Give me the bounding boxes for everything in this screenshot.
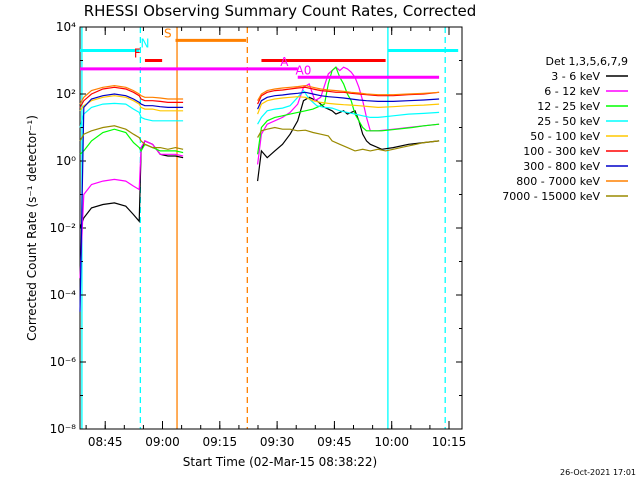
x-tick-label: 09:15 bbox=[203, 435, 238, 449]
legend-label: 25 - 50 keV bbox=[537, 115, 600, 128]
legend-label: 300 - 800 keV bbox=[523, 160, 600, 173]
x-tick-label: 10:15 bbox=[432, 435, 467, 449]
series-line bbox=[79, 66, 440, 155]
y-axis-label: Corrected Count Rate (s⁻¹ detector⁻¹) bbox=[25, 115, 39, 341]
chart-title: RHESSI Observing Summary Count Rates, Co… bbox=[84, 2, 477, 20]
legend-title: Det 1,3,5,6,7,9 bbox=[545, 55, 628, 68]
state-label: A bbox=[280, 55, 289, 69]
series-line bbox=[79, 84, 440, 105]
series-line bbox=[79, 91, 440, 312]
axis-ticks: 10⁴ 10² 10⁰ 10⁻² 10⁻⁴ 10⁻⁶ 10⁻⁸ 08:45 09:00 09:15… bbox=[50, 20, 467, 449]
x-tick-label: 10:00 bbox=[374, 435, 409, 449]
plot-frame bbox=[79, 26, 463, 430]
plot-area bbox=[81, 27, 446, 429]
state-label: F bbox=[134, 47, 141, 61]
series-lines bbox=[79, 66, 440, 312]
series-line bbox=[79, 95, 440, 115]
y-tick-label: 10⁴ bbox=[56, 20, 76, 34]
y-tick-label: 10⁻⁸ bbox=[50, 422, 77, 436]
x-tick-label: 08:45 bbox=[88, 435, 123, 449]
legend-label: 3 - 6 keV bbox=[551, 70, 600, 83]
attenuator-markers: NF S A0 A bbox=[80, 26, 459, 79]
state-label: A0 bbox=[296, 63, 312, 77]
x-axis-label: Start Time (02-Mar-15 08:38:22) bbox=[183, 455, 377, 469]
legend-label: 12 - 25 keV bbox=[537, 100, 600, 113]
y-tick-label: 10⁻⁴ bbox=[50, 288, 77, 302]
timestamp: 26-Oct-2021 17:01 bbox=[560, 468, 636, 477]
x-tick-label: 09:00 bbox=[145, 435, 180, 449]
y-tick-label: 10² bbox=[56, 87, 76, 101]
y-tick-label: 10⁻² bbox=[50, 221, 77, 235]
series-line bbox=[79, 125, 440, 152]
y-tick-label: 10⁰ bbox=[56, 154, 76, 168]
state-label: S bbox=[164, 26, 172, 40]
legend-label: 6 - 12 keV bbox=[544, 85, 600, 98]
legend: 3 - 6 keV 6 - 12 keV 12 - 25 keV 25 - 50 ke… bbox=[502, 70, 628, 203]
series-line bbox=[79, 89, 440, 128]
legend-label: 50 - 100 keV bbox=[530, 130, 600, 143]
state-label: N bbox=[140, 36, 149, 50]
legend-label: 100 - 300 keV bbox=[523, 145, 600, 158]
legend-label: 7000 - 15000 keV bbox=[502, 190, 600, 203]
x-tick-label: 09:45 bbox=[317, 435, 352, 449]
series-line bbox=[79, 86, 440, 108]
y-tick-label: 10⁻⁶ bbox=[50, 355, 77, 369]
legend-label: 800 - 7000 keV bbox=[516, 175, 600, 188]
x-tick-label: 09:30 bbox=[260, 435, 295, 449]
series-line bbox=[79, 96, 440, 229]
